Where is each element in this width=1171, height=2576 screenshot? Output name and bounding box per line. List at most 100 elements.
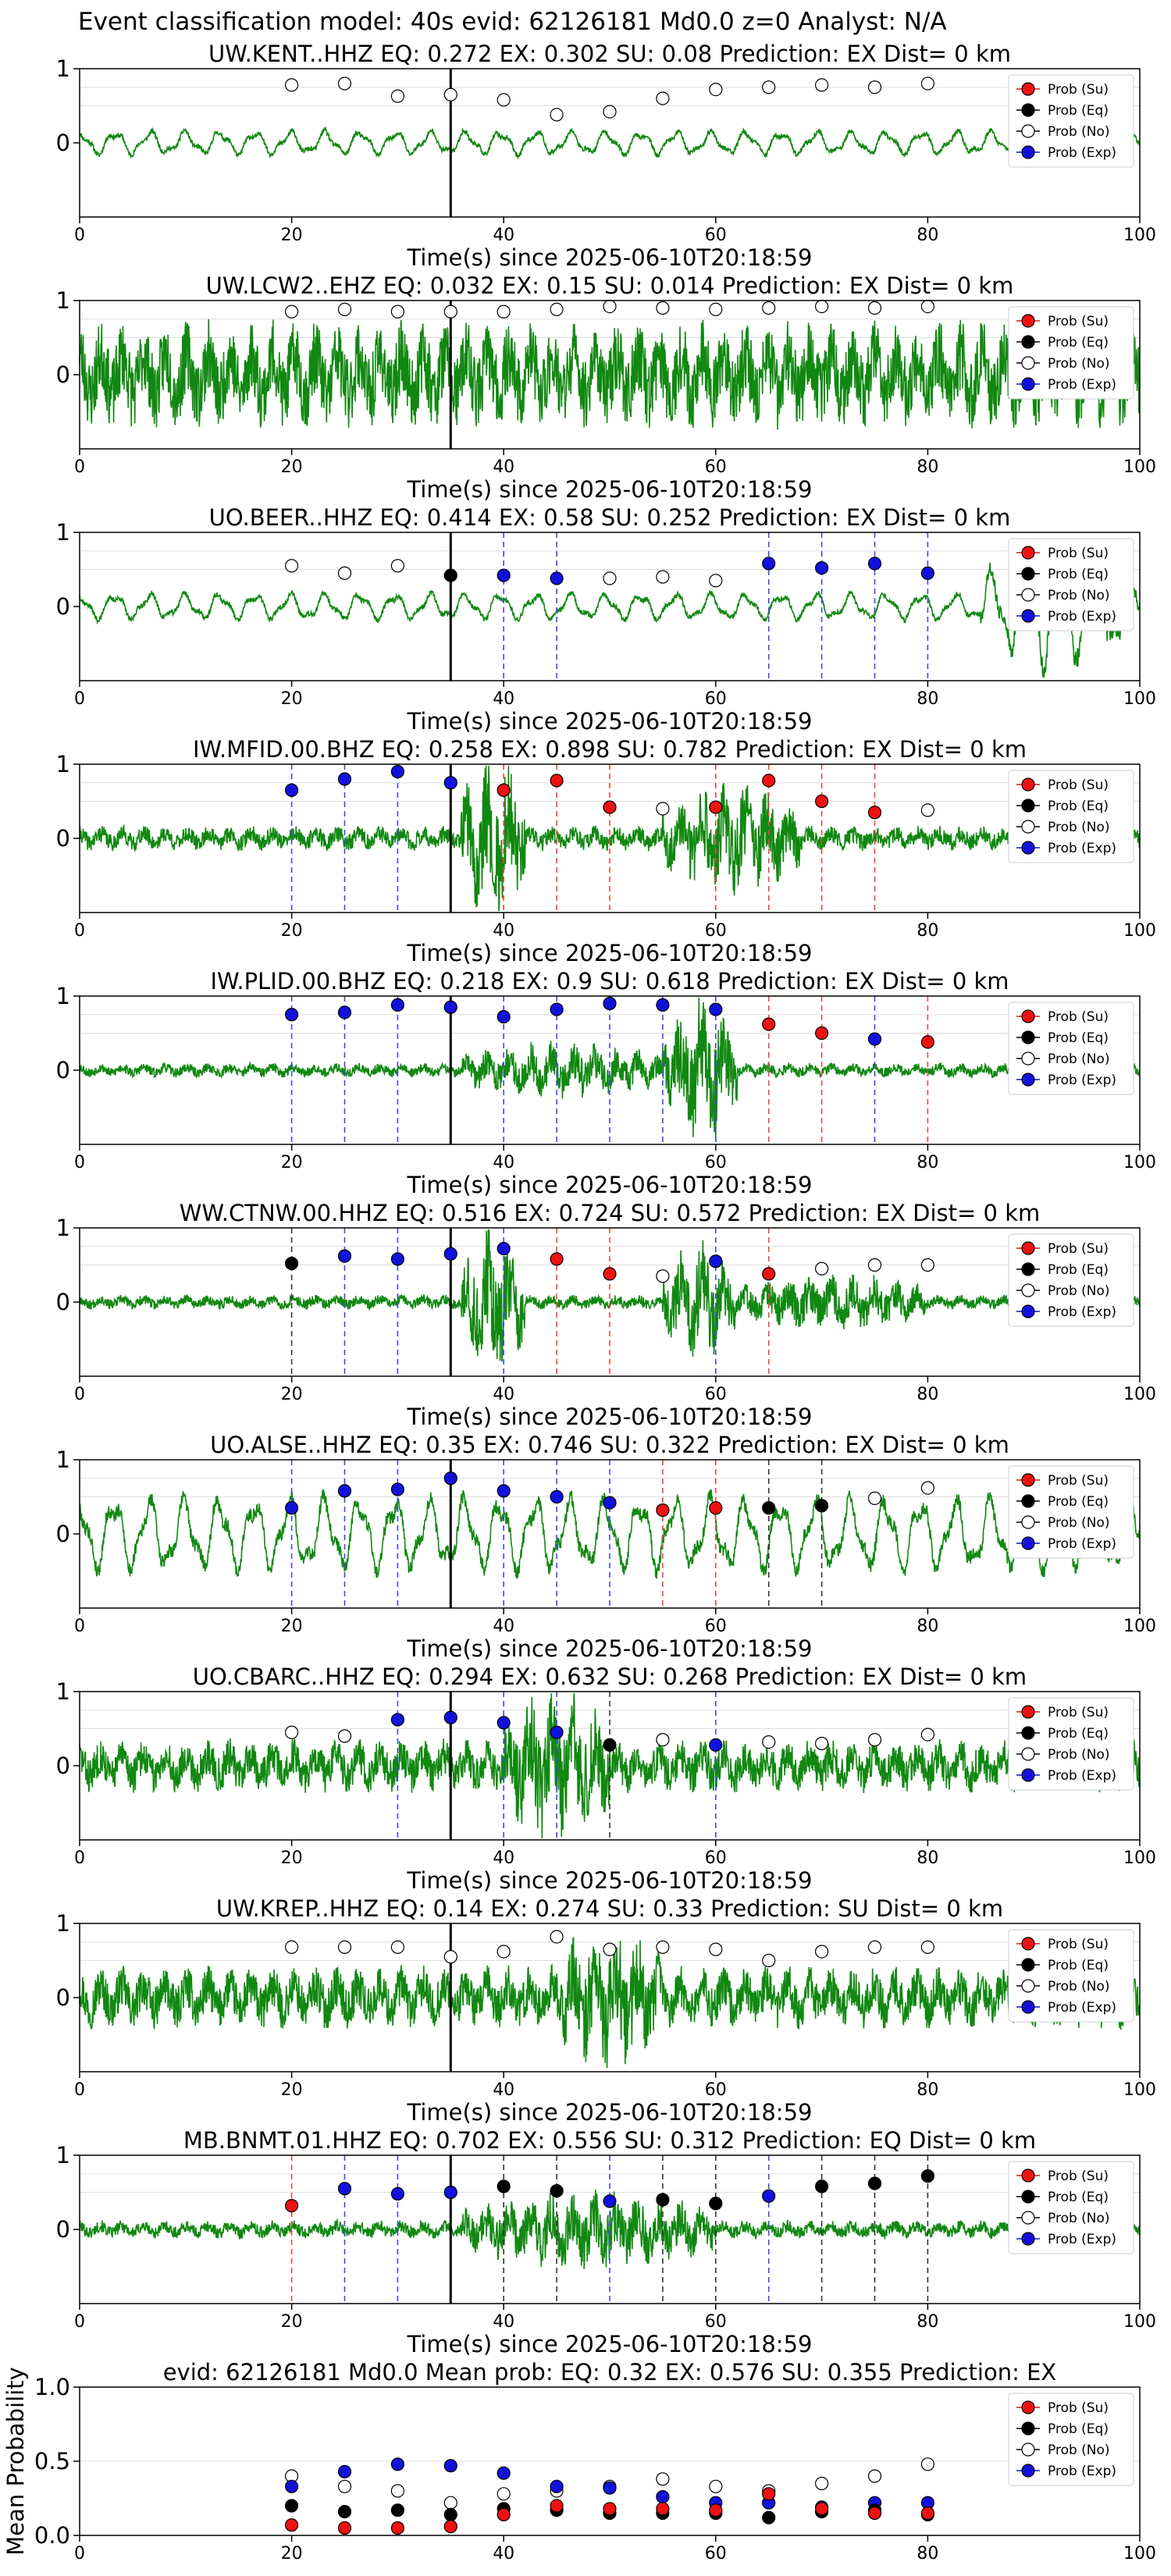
y-tick-label: 0 (56, 1984, 70, 2011)
mean-point-exp (337, 2464, 352, 2478)
prob-point-no (603, 571, 617, 585)
mean-point-no (867, 2469, 882, 2483)
legend-box (1008, 1233, 1134, 1327)
legend-label: Prob (Exp) (1048, 1768, 1116, 1784)
legend-marker (1021, 2000, 1035, 2014)
prob-point-no (497, 304, 511, 318)
x-tick-label: 60 (705, 1848, 727, 1868)
legend: Prob (Su) Prob (Eq) Prob (No) Prob (Exp) (1008, 2393, 1134, 2486)
prob-point-no (867, 1258, 882, 1272)
prob-point-exp (337, 772, 352, 786)
prob-point-no (285, 1940, 299, 1954)
prob-point-no (390, 89, 404, 103)
legend-marker (1021, 1009, 1035, 1023)
prob-point-exp (920, 566, 935, 580)
axes-frame (79, 68, 1141, 218)
x-tick-label: 20 (281, 1617, 303, 1636)
mean-point-su (867, 2506, 882, 2521)
legend-marker (1021, 1262, 1035, 1276)
prob-point-no (603, 300, 617, 314)
legend-marker (1021, 1473, 1035, 1487)
legend-marker (1021, 145, 1035, 159)
x-tick-label: 60 (705, 2080, 727, 2100)
prob-point-su (814, 1026, 829, 1041)
x-tick-label: 40 (493, 1848, 514, 1868)
legend-label: Prob (No) (1048, 588, 1110, 603)
x-tick-label: 60 (705, 457, 727, 477)
y-tick-label: 0 (56, 130, 70, 156)
x-tick-label: 20 (281, 2312, 303, 2332)
legend-marker (1021, 2190, 1035, 2204)
prob-point-no (285, 559, 299, 573)
legend-label: Prob (Su) (1048, 2400, 1109, 2416)
prob-point-exp (443, 1471, 457, 1485)
panel-7: UO.ALSE..HHZ EQ: 0.35 EX: 0.746 SU: 0.32… (56, 1432, 1156, 1662)
y-tick-label: 1 (56, 2142, 70, 2169)
mean-point-no (337, 2479, 352, 2493)
panel-1: UW.KENT..HHZ EQ: 0.272 EX: 0.302 SU: 0.0… (56, 41, 1156, 271)
prob-point-exp (285, 1501, 299, 1515)
x-tick-label: 60 (705, 2312, 727, 2332)
prob-point-no (337, 1940, 352, 1954)
x-tick-label: 100 (1123, 1153, 1156, 1172)
x-tick-label: 40 (493, 2312, 514, 2332)
y-axis-label: Mean Probability (2, 2367, 29, 2556)
prob-point-su (920, 1035, 935, 1049)
prob-point-no (656, 1269, 670, 1283)
prob-point-no (762, 1735, 776, 1749)
x-tick-label: 80 (917, 457, 938, 477)
prob-point-exp (443, 776, 457, 790)
x-tick-label: 100 (1123, 457, 1156, 477)
legend-marker (1021, 1958, 1035, 1972)
mean-point-su (497, 2507, 511, 2521)
legend-box (1008, 1929, 1134, 2023)
legend-marker (1021, 356, 1035, 370)
legend-marker (1021, 1073, 1035, 1087)
y-tick-label: 0 (56, 1521, 70, 1547)
prob-point-no (443, 304, 457, 318)
x-tick-label: 80 (917, 1385, 938, 1404)
waveform (79, 1937, 1141, 2069)
prob-point-eq (867, 2176, 882, 2190)
prob-point-exp (762, 2189, 776, 2203)
prob-point-su (550, 1252, 564, 1266)
prob-point-no (762, 1953, 776, 1968)
y-tick-label: 0 (56, 361, 70, 388)
legend-label: Prob (Exp) (1048, 377, 1116, 393)
prob-point-exp (603, 996, 617, 1011)
legend-marker (1021, 1726, 1035, 1740)
prob-point-eq (443, 568, 457, 582)
panel-title: WW.CTNW.00.HHZ EQ: 0.516 EX: 0.724 SU: 0… (180, 1200, 1041, 1226)
x-tick-label: 80 (917, 1617, 938, 1636)
prob-point-exp (656, 998, 670, 1012)
prob-point-exp (867, 557, 882, 571)
legend-label: Prob (Eq) (1048, 2421, 1109, 2437)
prob-point-no (497, 1944, 511, 1959)
legend-label: Prob (Exp) (1048, 1536, 1116, 1552)
mean-point-exp (603, 2481, 617, 2495)
x-tick-label: 100 (1123, 2080, 1156, 2100)
prob-point-exp (390, 1482, 404, 1496)
prob-point-exp (497, 568, 511, 582)
legend-marker (1021, 2421, 1035, 2435)
y-tick-label: 0 (56, 1057, 70, 1083)
mean-point-eq (337, 2505, 352, 2519)
x-tick-label: 0 (74, 226, 85, 245)
x-tick-label: 40 (493, 689, 514, 709)
legend: Prob (Su) Prob (Eq) Prob (No) Prob (Exp) (1008, 770, 1134, 863)
x-tick-label: 0 (74, 457, 85, 477)
prob-point-su (603, 1267, 617, 1281)
prob-point-exp (390, 764, 404, 779)
panel-title: MB.BNMT.01.HHZ EQ: 0.702 EX: 0.556 SU: 0… (183, 2127, 1036, 2154)
x-tick-label: 60 (705, 226, 727, 245)
y-tick-label: 1.0 (34, 2374, 70, 2400)
legend-label: Prob (No) (1048, 1515, 1110, 1531)
prob-point-eq (814, 1499, 829, 1513)
x-tick-label: 40 (493, 1385, 514, 1404)
legend: Prob (Su) Prob (Eq) Prob (No) Prob (Exp) (1008, 2161, 1134, 2254)
prob-point-no (550, 108, 564, 122)
y-tick-label: 1 (56, 519, 70, 546)
x-axis-label: Time(s) since 2025-06-10T20:18:59 (407, 1867, 813, 1894)
legend-label: Prob (Su) (1048, 1705, 1109, 1720)
panel-4: IW.MFID.00.BHZ EQ: 0.258 EX: 0.898 SU: 0… (56, 736, 1156, 966)
